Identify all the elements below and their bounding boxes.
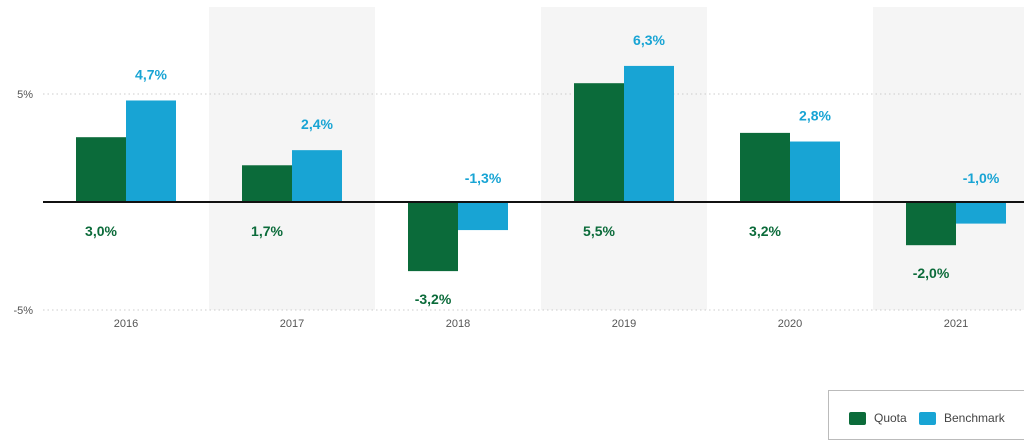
x-tick-label: 2016 <box>114 318 138 330</box>
legend-label-benchmark: Benchmark <box>944 411 1005 425</box>
data-label-benchmark-2019: 6,3% <box>633 32 665 48</box>
legend: Quota Benchmark <box>828 390 1024 440</box>
data-label-benchmark-2016: 4,7% <box>135 66 167 82</box>
bar-quota-2019 <box>574 83 624 202</box>
data-label-quota-2020: 3,2% <box>749 223 781 239</box>
bar-benchmark-2016 <box>126 100 176 202</box>
data-label-benchmark-2017: 2,4% <box>301 116 333 132</box>
legend-item-benchmark[interactable]: Benchmark <box>919 411 1005 425</box>
data-label-quota-2019: 5,5% <box>583 223 615 239</box>
data-label-benchmark-2018: -1,3% <box>465 170 502 186</box>
data-label-quota-2017: 1,7% <box>251 223 283 239</box>
bar-quota-2017 <box>242 165 292 202</box>
x-tick-label: 2019 <box>612 318 636 330</box>
x-tick-label: 2018 <box>446 318 470 330</box>
bar-quota-2016 <box>76 137 126 202</box>
bar-quota-2021 <box>906 202 956 246</box>
x-tick-label: 2020 <box>778 318 802 330</box>
data-label-quota-2021: -2,0% <box>913 265 950 281</box>
bar-benchmark-2018 <box>458 202 508 231</box>
data-label-quota-2016: 3,0% <box>85 223 117 239</box>
bar-benchmark-2021 <box>956 202 1006 224</box>
x-tick-label: 2017 <box>280 318 304 330</box>
bar-benchmark-2019 <box>624 65 674 202</box>
y-tick-label: -5% <box>13 305 33 317</box>
legend-swatch-quota <box>849 411 866 425</box>
data-label-benchmark-2020: 2,8% <box>799 108 831 124</box>
x-tick-label: 2021 <box>944 318 968 330</box>
bar-benchmark-2020 <box>790 141 840 202</box>
legend-item-quota[interactable]: Quota <box>849 411 907 425</box>
bar-benchmark-2017 <box>292 150 342 202</box>
legend-swatch-benchmark <box>919 411 936 425</box>
bar-quota-2020 <box>740 132 790 202</box>
column-shade-2021 <box>873 7 1024 310</box>
data-label-benchmark-2021: -1,0% <box>963 170 1000 186</box>
bar-quota-2018 <box>408 202 458 272</box>
legend-label-quota: Quota <box>874 411 907 425</box>
data-label-quota-2018: -3,2% <box>415 291 452 307</box>
y-tick-label: 5% <box>17 89 33 101</box>
